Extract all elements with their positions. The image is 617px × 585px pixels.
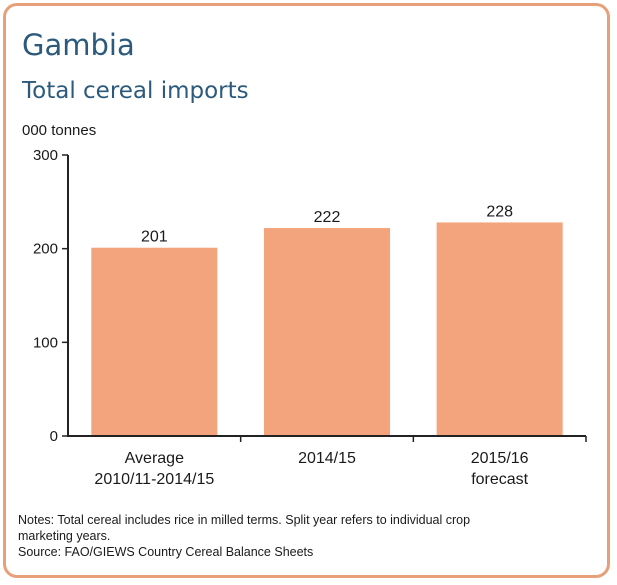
data-label: 201: [141, 229, 168, 246]
chart-subtitle: Total cereal imports: [22, 78, 249, 104]
y-tick-label: 200: [33, 241, 58, 258]
x-tick-label: 2014/15: [298, 450, 356, 467]
y-axis: 0 100 200 300: [33, 147, 68, 445]
chart-notes: Notes: Total cereal includes rice in mil…: [18, 512, 598, 560]
y-tick-label: 100: [33, 334, 58, 351]
bar: [263, 228, 391, 436]
bar: [91, 247, 218, 436]
notes-line-1: Notes: Total cereal includes rice in mil…: [18, 513, 471, 527]
y-tick-label: 300: [33, 147, 58, 164]
data-label: 228: [486, 203, 513, 220]
x-tick-label: 2015/16: [471, 450, 529, 467]
bars: 201 222 228: [91, 203, 563, 436]
y-axis-unit-label: 000 tonnes: [22, 122, 97, 139]
x-tick-label: forecast: [471, 471, 528, 488]
data-label: 222: [314, 209, 341, 226]
y-tick-label: 0: [50, 428, 58, 445]
bar: [436, 222, 563, 436]
notes-line-2: marketing years.: [18, 529, 111, 543]
x-tick-label: 2010/11-2014/15: [94, 471, 214, 488]
x-tick-label: Average: [125, 450, 184, 467]
x-axis-labels: Average 2010/11-2014/15 2014/15 2015/16 fore…: [94, 436, 587, 488]
source-note: Source: FAO/GIEWS Country Cereal Balance…: [18, 545, 314, 559]
chart-title: Gambia: [22, 28, 135, 62]
